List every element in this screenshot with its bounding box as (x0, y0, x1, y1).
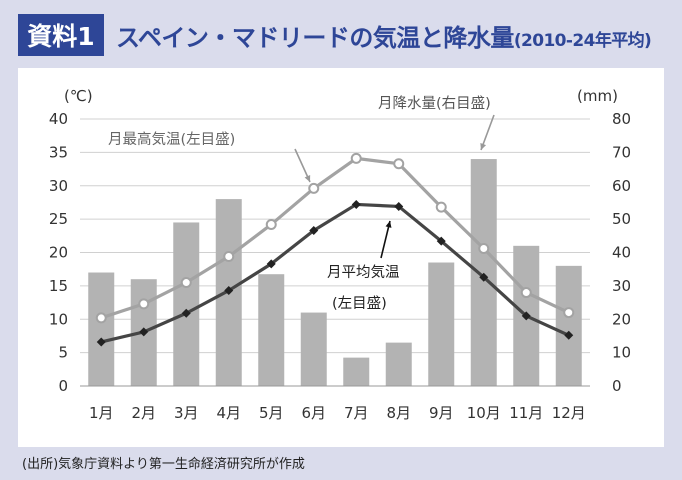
precip-bar (428, 262, 455, 386)
avg-temp-point (139, 327, 149, 337)
figure-badge: 資料1 (18, 14, 104, 56)
y-right-tick-label: 70 (612, 143, 631, 161)
max-temp-point (95, 312, 107, 324)
x-tick-label: 4月 (216, 404, 241, 422)
avg-temp-line (100, 202, 570, 344)
x-tick-label: 10月 (467, 404, 501, 422)
title-main: スペイン・マドリードの気温と降水量 (116, 24, 514, 52)
x-tick-label: 2月 (131, 404, 156, 422)
precip-bar (343, 357, 370, 386)
chart-title: スペイン・マドリードの気温と降水量(2010-24年平均) (116, 18, 652, 53)
x-tick-label: 1月 (89, 404, 114, 422)
figure-header: 資料1 スペイン・マドリードの気温と降水量(2010-24年平均) (0, 0, 682, 62)
y-left-tick-label: 20 (49, 244, 68, 262)
y-right-tick-label: 10 (612, 344, 631, 362)
y-left-tick-label: 15 (49, 277, 68, 295)
precip-legend-label: 月降水量(右目盛) (378, 95, 491, 112)
max-temp-point (138, 298, 150, 310)
y-right-tick-label: 50 (612, 210, 631, 228)
precip-bar (300, 312, 327, 386)
x-tick-label: 3月 (174, 404, 199, 422)
precip-bar (258, 274, 285, 386)
avg-temp-point (181, 308, 191, 318)
y-right-unit: (mm) (577, 87, 618, 105)
precip-bar (88, 272, 115, 386)
y-left-tick-label: 40 (49, 110, 68, 128)
avg-temp-point (351, 199, 361, 209)
max-temp-line (100, 156, 570, 320)
x-tick-label: 8月 (386, 404, 411, 422)
max-temp-legend-label: 月最高気温(左目盛) (108, 131, 235, 148)
max-temp-point (478, 242, 490, 254)
avg-temp-point (266, 259, 276, 269)
precip-bar (173, 222, 200, 386)
precip-bar (470, 159, 497, 386)
avg-temp-leader (380, 220, 391, 259)
max-temp-point (265, 218, 277, 230)
y-left-tick-label: 10 (49, 310, 68, 328)
precip-bar (555, 265, 582, 386)
avg-temp-point (564, 330, 574, 340)
max-temp-point (520, 287, 532, 299)
y-left-tick-label: 0 (58, 377, 68, 395)
x-tick-label: 6月 (301, 404, 326, 422)
x-tick-label: 5月 (259, 404, 284, 422)
source-note: (出所)気象庁資料より第一生命経済研究所が作成 (22, 457, 305, 472)
avg-temp-point (224, 286, 234, 296)
y-left-tick-label: 35 (49, 143, 68, 161)
x-tick-label: 7月 (344, 404, 369, 422)
chart-svg: 0 5 10 15 20 25 30 35 40 0 10 20 30 40 50 60 70 80 (℃) (mm)… (49, 87, 631, 422)
title-period: (2010-24年平均) (513, 31, 652, 51)
max-temp-point (393, 158, 405, 170)
max-temp-point (180, 277, 192, 289)
y-right-tick-label: 80 (612, 110, 631, 128)
max-temp-point (223, 251, 235, 263)
y-right-tick-label: 40 (612, 244, 631, 262)
y-right-tick-label: 0 (612, 377, 622, 395)
y-right-tick-label: 20 (612, 310, 631, 328)
y-right-tick-label: 30 (612, 277, 631, 295)
max-temp-leader-head (304, 175, 311, 182)
max-temp-point (308, 182, 320, 194)
x-tick-label: 11月 (509, 404, 543, 422)
max-temp-point (350, 152, 362, 164)
avg-temp-point (394, 201, 404, 211)
avg-temp-point (479, 272, 489, 282)
y-left-tick-label: 30 (49, 177, 68, 195)
precip-leader-head (480, 143, 487, 150)
avg-temp-point (96, 337, 106, 347)
precip-bar (385, 342, 412, 386)
max-temp-point (563, 307, 575, 319)
max-temp-point (435, 201, 447, 213)
avg-temp-point (521, 311, 531, 321)
avg-temp-point (309, 225, 319, 235)
y-left-tick-label: 25 (49, 210, 68, 228)
avg-temp-leader-head (385, 221, 392, 228)
avg-temp-point (436, 236, 446, 246)
x-tick-label: 12月 (552, 404, 586, 422)
y-left-tick-label: 5 (58, 344, 68, 362)
avg-temp-legend-label: 月平均気温 (327, 264, 400, 281)
y-right-tick-label: 60 (612, 177, 631, 195)
avg-temp-legend-label-2: (左目盛) (332, 295, 387, 312)
y-left-unit: (℃) (64, 87, 93, 105)
x-tick-label: 9月 (429, 404, 454, 422)
chart-panel: 0 5 10 15 20 25 30 35 40 0 10 20 30 40 50 60 70 80 (℃) (mm)… (18, 68, 664, 447)
